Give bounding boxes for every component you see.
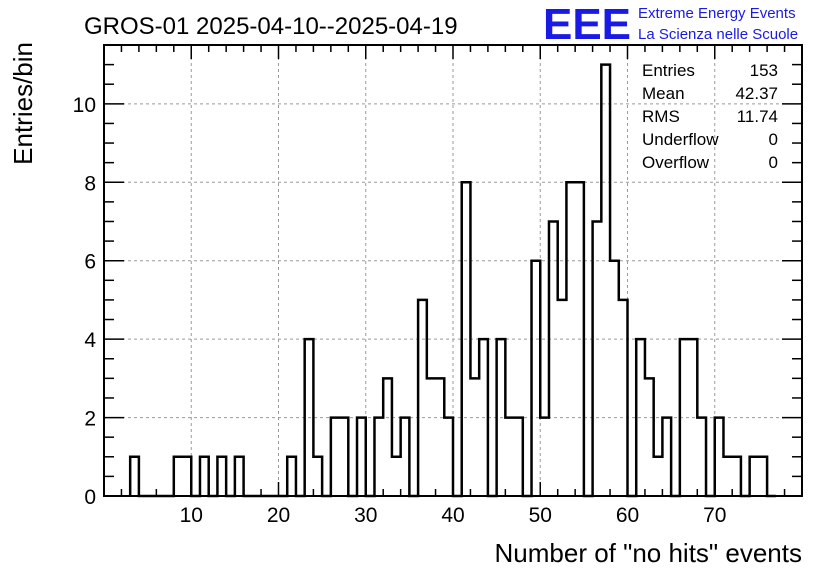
stat-label-overflow: Overflow bbox=[642, 153, 710, 172]
x-tick-label: 50 bbox=[529, 504, 552, 527]
eee-logo: EEE Extreme Energy Events La Scienza nel… bbox=[543, 0, 798, 49]
logo-line-2: La Scienza nelle Scuole bbox=[638, 26, 798, 43]
y-tick-label: 4 bbox=[84, 329, 96, 352]
x-axis-title: Number of "no hits" events bbox=[495, 538, 803, 568]
stat-label-underflow: Underflow bbox=[642, 130, 719, 149]
y-tick-label: 8 bbox=[84, 172, 96, 195]
stat-value-underflow: 0 bbox=[769, 130, 778, 149]
y-axis-title: Entries/bin bbox=[8, 42, 38, 165]
chart-title: GROS-01 2025-04-10--2025-04-19 bbox=[84, 13, 458, 40]
logo-line-1: Extreme Energy Events bbox=[638, 5, 796, 22]
stat-value-mean: 42.37 bbox=[735, 84, 778, 103]
y-tick-label: 6 bbox=[84, 251, 96, 274]
y-tick-label: 2 bbox=[84, 408, 96, 431]
x-tick-label: 10 bbox=[180, 504, 203, 527]
x-tick-labels: 10 20 30 40 50 60 70 bbox=[180, 504, 727, 527]
stat-value-entries: 153 bbox=[750, 61, 778, 80]
stat-label-entries: Entries bbox=[642, 61, 695, 80]
stat-value-overflow: 0 bbox=[769, 153, 778, 172]
y-tick-label: 10 bbox=[73, 94, 96, 117]
y-tick-labels: 0 2 4 6 8 10 bbox=[73, 94, 97, 509]
y-tick-label: 0 bbox=[84, 486, 96, 509]
x-tick-label: 20 bbox=[267, 504, 290, 527]
axis-ticks bbox=[104, 45, 802, 496]
x-tick-label: 70 bbox=[703, 504, 726, 527]
stat-label-mean: Mean bbox=[642, 84, 685, 103]
stats-box: Entries 153 Mean 42.37 RMS 11.74 Underfl… bbox=[642, 61, 778, 172]
x-tick-label: 30 bbox=[354, 504, 377, 527]
histogram-outline bbox=[128, 63, 776, 498]
x-tick-label: 40 bbox=[441, 504, 464, 527]
stat-value-rms: 11.74 bbox=[737, 107, 778, 126]
stat-label-rms: RMS bbox=[642, 107, 680, 126]
logo-letters: EEE bbox=[543, 0, 631, 49]
x-tick-label: 60 bbox=[616, 504, 639, 527]
